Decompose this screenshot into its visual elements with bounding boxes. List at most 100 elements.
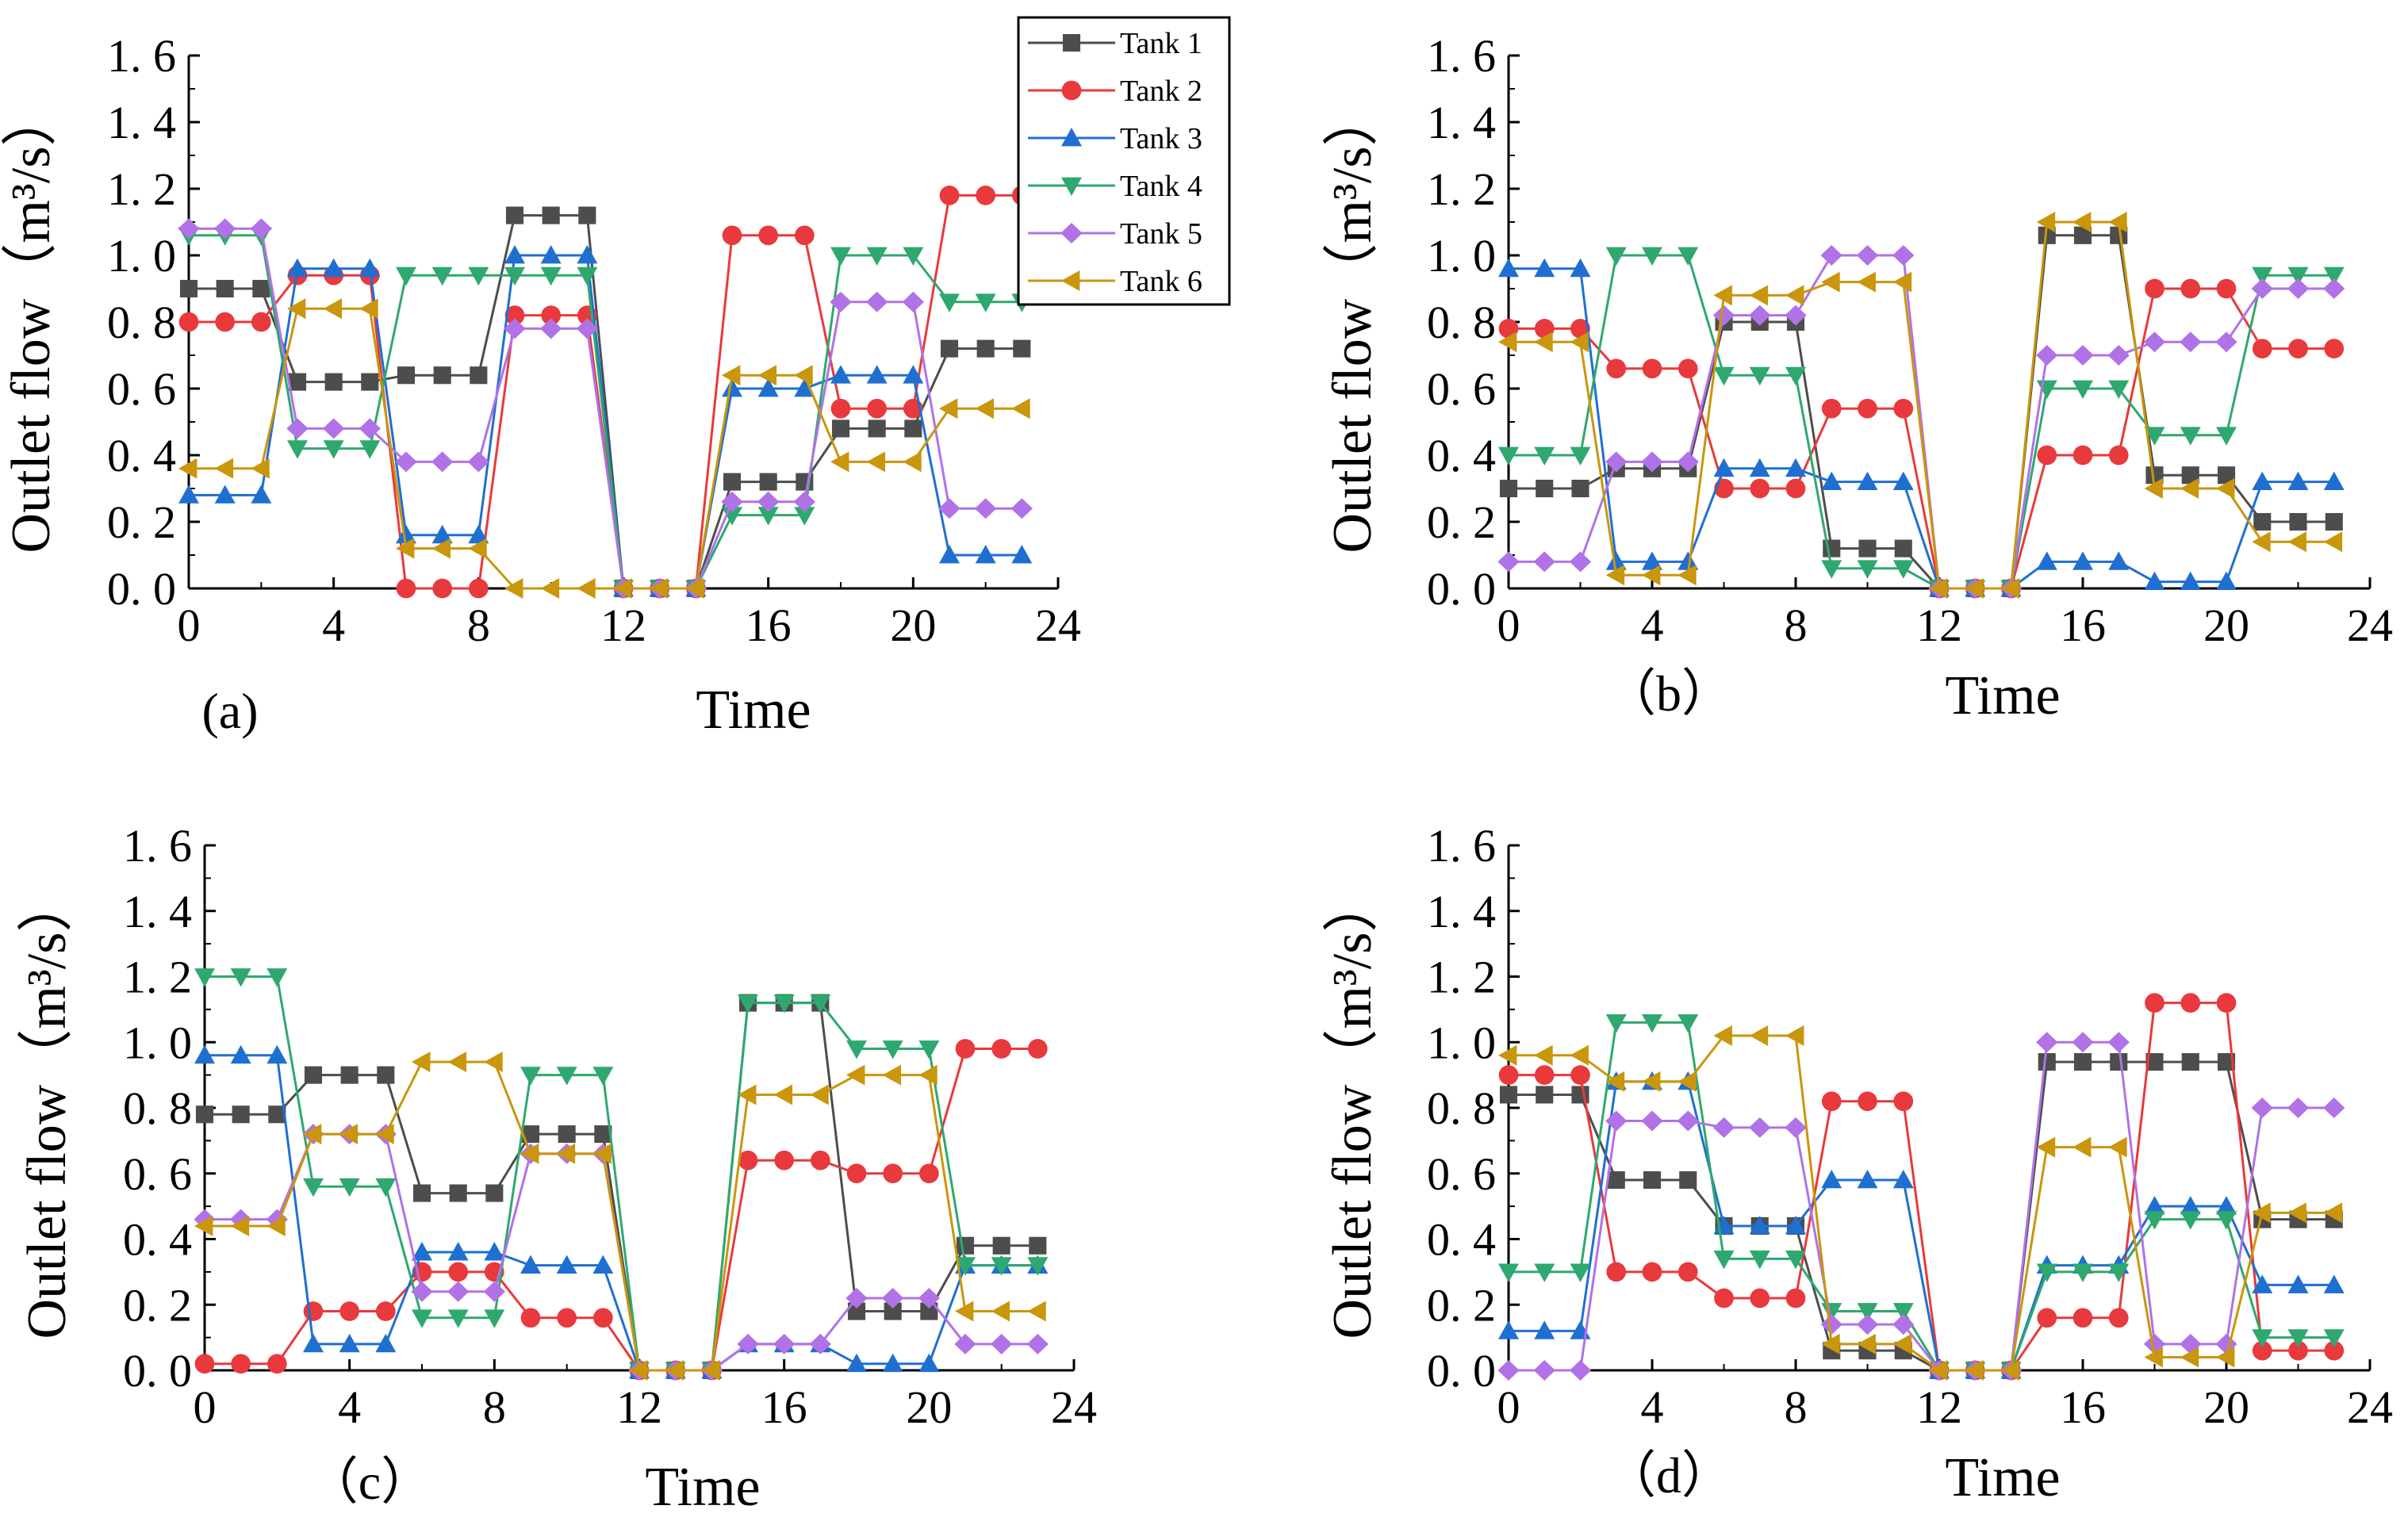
chart-b-point-tank-3 xyxy=(2323,471,2345,490)
chart-d-point-tank-3 xyxy=(1785,1215,1806,1235)
legend-label-tank-1: Tank 1 xyxy=(1120,27,1202,60)
chart-a-line-tank-4 xyxy=(189,234,1022,590)
chart-a-point-tank-6 xyxy=(540,578,560,599)
chart-b-point-tank-1 xyxy=(2325,512,2343,531)
chart-a-point-tank-4 xyxy=(287,440,308,459)
chart-a-point-tank-5 xyxy=(830,291,852,312)
chart-c-series-tank-2 xyxy=(194,1039,1048,1381)
legend-marker-tank-1 xyxy=(1062,33,1081,52)
chart-c-point-tank-6 xyxy=(339,1124,359,1145)
chart-d-point-tank-2 xyxy=(1893,1091,1914,1112)
chart-c-point-tank-1 xyxy=(268,1105,286,1124)
chart-b-point-tank-6 xyxy=(1678,565,1697,586)
chart-d-point-tank-1 xyxy=(1571,1086,1589,1104)
chart-d-point-tank-6 xyxy=(2323,1202,2343,1224)
chart-c-point-tank-3 xyxy=(484,1242,505,1261)
chart-c-y-tick-label: 0. 0 xyxy=(123,1345,192,1396)
chart-b-ylabel: Outlet flow（m³/s） xyxy=(1322,91,1383,554)
chart-panel-d: Time Outlet flow（m³/s） （d） 0. 0 0. 2 0. 4 0… xyxy=(1322,820,2393,1508)
chart-b-point-tank-1 xyxy=(2181,466,2199,485)
chart-d-point-tank-5 xyxy=(1712,1117,1735,1138)
chart-legend: Tank 1 Tank 2 Tank 3 Tank 4 Tank 5 Tank 6 xyxy=(1017,16,1231,306)
chart-b-point-tank-5 xyxy=(2215,331,2237,353)
chart-a-panel-label: (a) xyxy=(201,683,258,739)
chart-d-y-tick-label: 1. 0 xyxy=(1427,1017,1496,1068)
chart-c-point-tank-6 xyxy=(701,1360,720,1381)
chart-d-point-tank-2 xyxy=(2252,1340,2272,1361)
chart-a-point-tank-1 xyxy=(723,473,742,491)
chart-a-point-tank-6 xyxy=(468,538,487,559)
chart-a-point-tank-2 xyxy=(432,578,453,599)
chart-a-point-tank-6 xyxy=(722,365,741,386)
chart-b-point-tank-3 xyxy=(1605,551,1627,570)
chart-b-point-tank-3 xyxy=(1642,551,1662,570)
chart-a-point-tank-6 xyxy=(504,578,523,599)
chart-d-point-tank-5 xyxy=(2251,1098,2273,1118)
chart-d-point-tank-5 xyxy=(1856,1314,1879,1335)
chart-c-ylabel: Outlet flow（m³/s） xyxy=(17,877,78,1339)
chart-b-point-tank-2 xyxy=(1858,398,1877,419)
chart-d-point-tank-2 xyxy=(1498,1065,1519,1085)
chart-a-point-tank-6 xyxy=(178,458,197,479)
chart-b-point-tank-4 xyxy=(1821,560,1842,579)
chart-a-point-tank-4 xyxy=(866,247,888,266)
chart-a-point-tank-3 xyxy=(540,245,562,264)
chart-b-point-tank-3 xyxy=(2072,551,2093,570)
chart-a-x-tick-label: 8 xyxy=(467,600,490,651)
chart-d-y-tick-label: 1. 4 xyxy=(1427,886,1496,937)
chart-a-point-tank-2 xyxy=(468,578,489,599)
chart-d-x-tick-label: 0 xyxy=(1497,1381,1520,1433)
chart-b-point-tank-5 xyxy=(2107,345,2130,366)
chart-a-y-tick-label: 0. 6 xyxy=(107,363,176,415)
chart-c-point-tank-1 xyxy=(304,1066,323,1084)
chart-a-point-tank-2 xyxy=(867,398,888,419)
chart-a-point-tank-2 xyxy=(794,225,815,246)
chart-d-point-tank-3 xyxy=(2144,1196,2165,1215)
chart-d-point-tank-4 xyxy=(2252,1329,2273,1348)
chart-a-point-tank-6 xyxy=(866,451,886,473)
chart-b-x-tick-label: 12 xyxy=(1916,600,1962,651)
chart-c-point-tank-4 xyxy=(1027,1257,1049,1276)
chart-a-point-tank-4 xyxy=(757,507,779,526)
chart-a-point-tank-6 xyxy=(287,298,306,320)
chart-d-x-tick-label: 20 xyxy=(2203,1381,2249,1433)
chart-b-point-tank-5 xyxy=(1497,551,1520,573)
chart-d-point-tank-4 xyxy=(2323,1329,2345,1348)
chart-b-point-tank-2 xyxy=(1642,358,1662,379)
legend-marker-tank-2 xyxy=(1061,80,1082,101)
chart-d-point-tank-2 xyxy=(1570,1065,1590,1085)
chart-c-point-tank-1 xyxy=(412,1184,431,1202)
chart-a-point-tank-5 xyxy=(757,491,780,512)
chart-a-point-tank-6 xyxy=(975,398,995,420)
chart-c-point-tank-4 xyxy=(810,994,831,1013)
chart-a-point-tank-1 xyxy=(542,206,560,224)
chart-d-point-tank-3 xyxy=(2287,1274,2309,1293)
chart-panel-b: Time Outlet flow（m³/s） （b） 0. 0 0. 2 0. 4 0… xyxy=(1322,30,2393,726)
chart-a-point-tank-6 xyxy=(613,578,632,599)
chart-d-point-tank-5 xyxy=(1605,1110,1628,1132)
chart-c-x-tick-label: 4 xyxy=(338,1381,361,1433)
chart-d-point-tank-1 xyxy=(2181,1053,2199,1071)
chart-b-point-tank-1 xyxy=(2217,466,2236,485)
chart-c-point-tank-4 xyxy=(447,1309,469,1328)
chart-d-point-tank-6 xyxy=(1785,1025,1804,1046)
chart-a-point-tank-2 xyxy=(976,186,996,205)
chart-c-point-tank-5 xyxy=(991,1333,1013,1354)
chart-b-point-tank-4 xyxy=(1713,366,1735,386)
chart-c-point-tank-2 xyxy=(592,1308,613,1328)
chart-d-y-tick-label: 0. 4 xyxy=(1427,1214,1496,1266)
chart-c-point-tank-1 xyxy=(558,1125,576,1144)
legend-label-tank-6: Tank 6 xyxy=(1120,265,1202,298)
chart-c-point-tank-4 xyxy=(592,1067,614,1086)
chart-d-point-tank-4 xyxy=(2180,1211,2201,1230)
chart-c-point-tank-1 xyxy=(992,1236,1010,1255)
chart-d-point-tank-4 xyxy=(1498,1263,1519,1282)
chart-a-xlabel: Time xyxy=(696,680,811,741)
chart-a-point-tank-3 xyxy=(830,365,851,384)
chart-d-point-tank-2 xyxy=(1642,1262,1662,1282)
chart-c-point-tank-4 xyxy=(194,968,215,987)
chart-a-point-tank-1 xyxy=(324,373,343,391)
chart-a-point-tank-5 xyxy=(214,218,236,239)
chart-a-y-tick-label: 0. 2 xyxy=(107,496,176,548)
chart-b-point-tank-3 xyxy=(2036,551,2057,570)
